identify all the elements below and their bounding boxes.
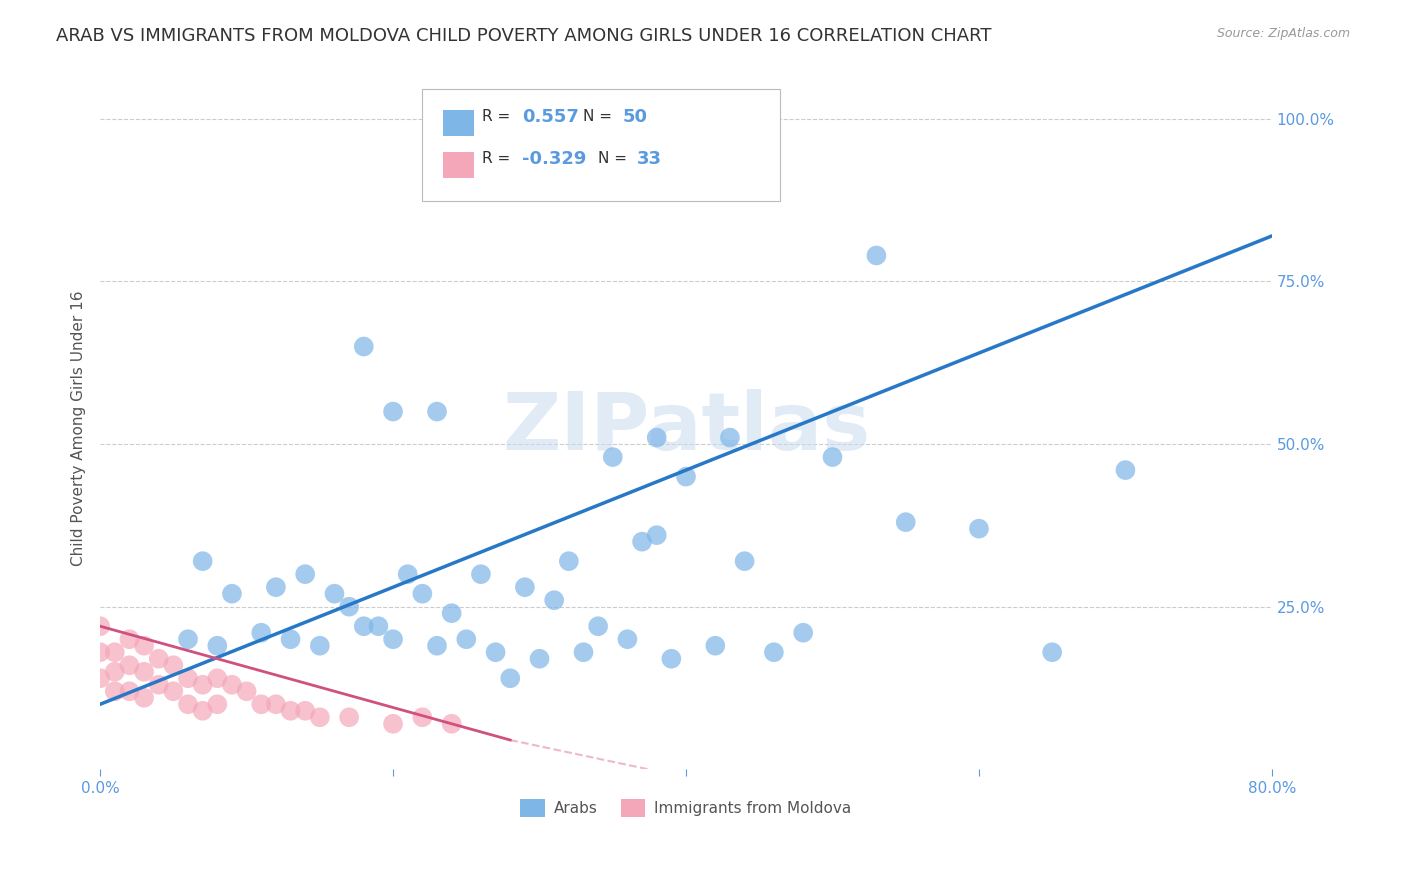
Point <box>177 671 200 685</box>
Point <box>337 599 360 614</box>
Point <box>280 704 302 718</box>
Point <box>118 658 141 673</box>
Point <box>529 651 551 665</box>
Point <box>506 131 529 145</box>
Text: -0.329: -0.329 <box>522 150 586 168</box>
Point <box>718 431 741 445</box>
Point <box>470 567 492 582</box>
Text: ZIPatlas: ZIPatlas <box>502 389 870 467</box>
Point <box>456 632 478 647</box>
Point <box>207 639 229 653</box>
Point <box>396 567 419 582</box>
Point <box>132 690 155 705</box>
Point <box>207 671 229 685</box>
Point <box>645 431 668 445</box>
Point <box>631 534 654 549</box>
Point <box>572 645 595 659</box>
Point <box>118 684 141 698</box>
Point <box>762 645 785 659</box>
Point <box>132 665 155 679</box>
Point <box>191 678 214 692</box>
Point <box>177 632 200 647</box>
Point <box>132 639 155 653</box>
Text: N =: N = <box>598 152 631 166</box>
Point <box>426 639 449 653</box>
Point <box>382 716 405 731</box>
Point <box>499 671 522 685</box>
Point <box>177 698 200 712</box>
Point <box>792 625 814 640</box>
Point <box>294 704 316 718</box>
Point <box>162 658 184 673</box>
Point <box>543 593 565 607</box>
Point <box>426 404 449 418</box>
Point <box>280 632 302 647</box>
Point <box>734 554 756 568</box>
Point <box>675 469 697 483</box>
Point <box>704 639 727 653</box>
Point <box>250 625 273 640</box>
Point <box>250 698 273 712</box>
Point <box>235 684 257 698</box>
Point <box>104 665 127 679</box>
Point <box>602 450 624 464</box>
Text: R =: R = <box>482 152 516 166</box>
Point <box>221 678 243 692</box>
Point <box>558 554 581 568</box>
Point <box>894 515 917 529</box>
Point <box>191 704 214 718</box>
Point <box>586 619 609 633</box>
Text: ARAB VS IMMIGRANTS FROM MOLDOVA CHILD POVERTY AMONG GIRLS UNDER 16 CORRELATION C: ARAB VS IMMIGRANTS FROM MOLDOVA CHILD PO… <box>56 27 991 45</box>
Point <box>89 645 111 659</box>
Point <box>207 698 229 712</box>
Point <box>382 632 405 647</box>
Point <box>308 639 330 653</box>
Point <box>645 528 668 542</box>
Point <box>661 651 683 665</box>
Point <box>264 580 287 594</box>
Point <box>411 587 433 601</box>
Point <box>353 339 375 353</box>
Text: 50: 50 <box>623 108 648 126</box>
Point <box>104 684 127 698</box>
Point <box>89 619 111 633</box>
Point <box>865 248 887 262</box>
Point <box>1114 463 1136 477</box>
Point <box>264 698 287 712</box>
Point <box>382 404 405 418</box>
Point <box>616 632 638 647</box>
Point <box>484 645 506 659</box>
Point <box>294 567 316 582</box>
Text: R =: R = <box>482 110 516 124</box>
Y-axis label: Child Poverty Among Girls Under 16: Child Poverty Among Girls Under 16 <box>72 290 86 566</box>
Point <box>148 678 170 692</box>
Point <box>221 587 243 601</box>
Text: Source: ZipAtlas.com: Source: ZipAtlas.com <box>1216 27 1350 40</box>
Point <box>104 645 127 659</box>
Point <box>162 684 184 698</box>
Point <box>1040 645 1063 659</box>
Point <box>323 587 346 601</box>
Point <box>440 716 463 731</box>
Point <box>967 522 990 536</box>
Point <box>308 710 330 724</box>
Point <box>440 606 463 620</box>
Text: N =: N = <box>583 110 617 124</box>
Point <box>821 450 844 464</box>
Point <box>337 710 360 724</box>
Point <box>367 619 389 633</box>
Text: 33: 33 <box>637 150 662 168</box>
Legend: Arabs, Immigrants from Moldova: Arabs, Immigrants from Moldova <box>515 793 858 823</box>
Text: 0.557: 0.557 <box>522 108 578 126</box>
Point <box>148 651 170 665</box>
Point <box>411 710 433 724</box>
Point <box>118 632 141 647</box>
Point <box>89 671 111 685</box>
Point <box>513 580 536 594</box>
Point <box>191 554 214 568</box>
Point <box>353 619 375 633</box>
